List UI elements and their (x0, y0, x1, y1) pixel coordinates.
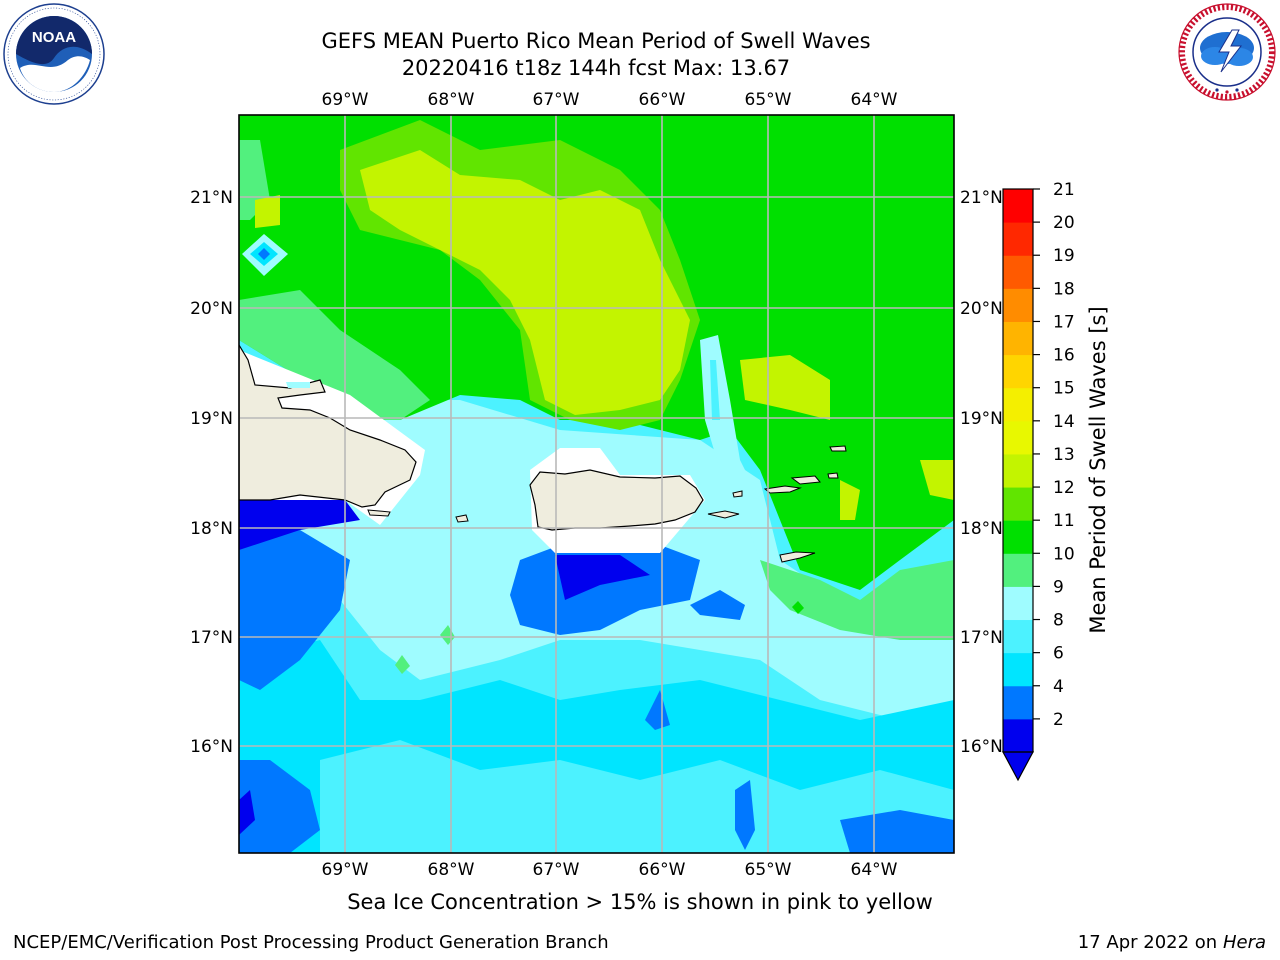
colorbar-tick-label: 14 (1053, 412, 1075, 432)
colorbar-tick-label: 12 (1053, 478, 1075, 498)
map-frame (238, 114, 955, 854)
colorbar-swatch (1003, 321, 1033, 356)
colorbar-tick-label: 9 (1053, 577, 1064, 597)
colorbar-tick-label: 4 (1053, 677, 1064, 697)
footer-branch: NCEP/EMC/Verification Post Processing Pr… (13, 932, 609, 953)
lat-label: 18°N (190, 519, 233, 539)
colorbar-tick-label: 11 (1053, 511, 1075, 531)
lat-label: 19°N (960, 409, 1003, 429)
colorbar-swatch (1003, 222, 1033, 256)
lon-label: 69°W (322, 90, 369, 110)
colorbar-tick-label: 18 (1053, 279, 1075, 299)
nws-logo-icon (1178, 3, 1276, 101)
map-title: GEFS MEAN Puerto Rico Mean Period of Swe… (321, 29, 871, 53)
lon-label: 66°W (639, 90, 686, 110)
lat-label: 21°N (960, 188, 1003, 208)
colorbar-swatch (1003, 420, 1033, 455)
colorbar-swatch (1003, 288, 1033, 322)
colorbar-swatch (1003, 718, 1033, 753)
colorbar-swatch (1003, 553, 1033, 587)
lat-label: 19°N (190, 409, 233, 429)
colorbar-tick-label: 17 (1053, 312, 1075, 332)
lon-label: 67°W (533, 90, 580, 110)
lat-label: 17°N (960, 628, 1003, 648)
colorbar-tick-label: 15 (1053, 379, 1075, 399)
lon-label: 65°W (745, 90, 792, 110)
lat-label: 20°N (190, 299, 233, 319)
map-subtitle: 20220416 t18z 144h fcst Max: 13.67 (401, 56, 791, 80)
colorbar-tick-label: 8 (1053, 611, 1064, 631)
colorbar-swatch (1003, 487, 1033, 521)
lon-label: 65°W (745, 860, 792, 880)
colorbar-swatch (1003, 387, 1033, 422)
colorbar-label: Mean Period of Swell Waves [s] (1086, 306, 1110, 633)
colorbar-extend-arrow (1001, 751, 1035, 782)
colorbar-swatch (1003, 354, 1033, 389)
gridlines (239, 115, 954, 853)
colorbar-swatch (1003, 189, 1033, 223)
colorbar-tick-label: 20 (1053, 213, 1075, 233)
lon-label: 69°W (322, 860, 369, 880)
lat-label: 16°N (960, 737, 1003, 757)
lat-label: 20°N (960, 299, 1003, 319)
lon-label: 68°W (428, 90, 475, 110)
colorbar-swatch (1003, 453, 1033, 488)
lat-label: 16°N (190, 737, 233, 757)
lat-label: 21°N (190, 188, 233, 208)
lat-labels-right: 21°N 20°N 19°N 18°N 17°N 16°N (960, 188, 1003, 757)
colorbar-tick-label: 13 (1053, 445, 1075, 465)
footer-machine: Hera (1222, 932, 1266, 953)
lat-label: 17°N (190, 628, 233, 648)
colorbar-tick-label: 16 (1053, 346, 1075, 366)
colorbar-tick-label: 19 (1053, 246, 1075, 266)
colorbar-swatch (1003, 619, 1033, 654)
colorbar-swatch (1003, 520, 1033, 554)
colorbar-swatch (1003, 652, 1033, 687)
contour-field (239, 115, 954, 853)
lon-labels-top: 69°W 68°W 67°W 66°W 65°W 64°W (322, 90, 898, 110)
sea-ice-note: Sea Ice Concentration > 15% is shown in … (347, 890, 933, 914)
lon-label: 68°W (428, 860, 475, 880)
colorbar-swatch (1003, 255, 1033, 289)
colorbar-tick-label: 2 (1053, 710, 1064, 730)
lon-label: 66°W (639, 860, 686, 880)
lat-label: 18°N (960, 519, 1003, 539)
colorbar-swatch (1003, 685, 1033, 720)
lon-label: 64°W (851, 860, 898, 880)
lon-label: 67°W (533, 860, 580, 880)
footer-date: 17 Apr 2022 on Hera (1078, 932, 1266, 953)
colorbar: 21 20 19 18 17 16 15 14 13 12 11 10 9 8 6 4 2 Mean Perio… (1001, 180, 1110, 782)
noaa-logo-icon: NOAA (3, 3, 105, 105)
colorbar-tick-label: 10 (1053, 544, 1075, 564)
lon-labels-bottom: 69°W 68°W 67°W 66°W 65°W 64°W (322, 860, 898, 880)
colorbar-tick-label: 6 (1053, 644, 1064, 664)
lat-labels-left: 21°N 20°N 19°N 18°N 17°N 16°N (190, 188, 233, 757)
colorbar-swatch (1003, 586, 1033, 621)
noaa-logo-text: NOAA (32, 29, 76, 46)
footer-date-text: 17 Apr 2022 on (1077, 932, 1218, 953)
lon-label: 64°W (851, 90, 898, 110)
colorbar-tick-label: 21 (1053, 180, 1075, 200)
